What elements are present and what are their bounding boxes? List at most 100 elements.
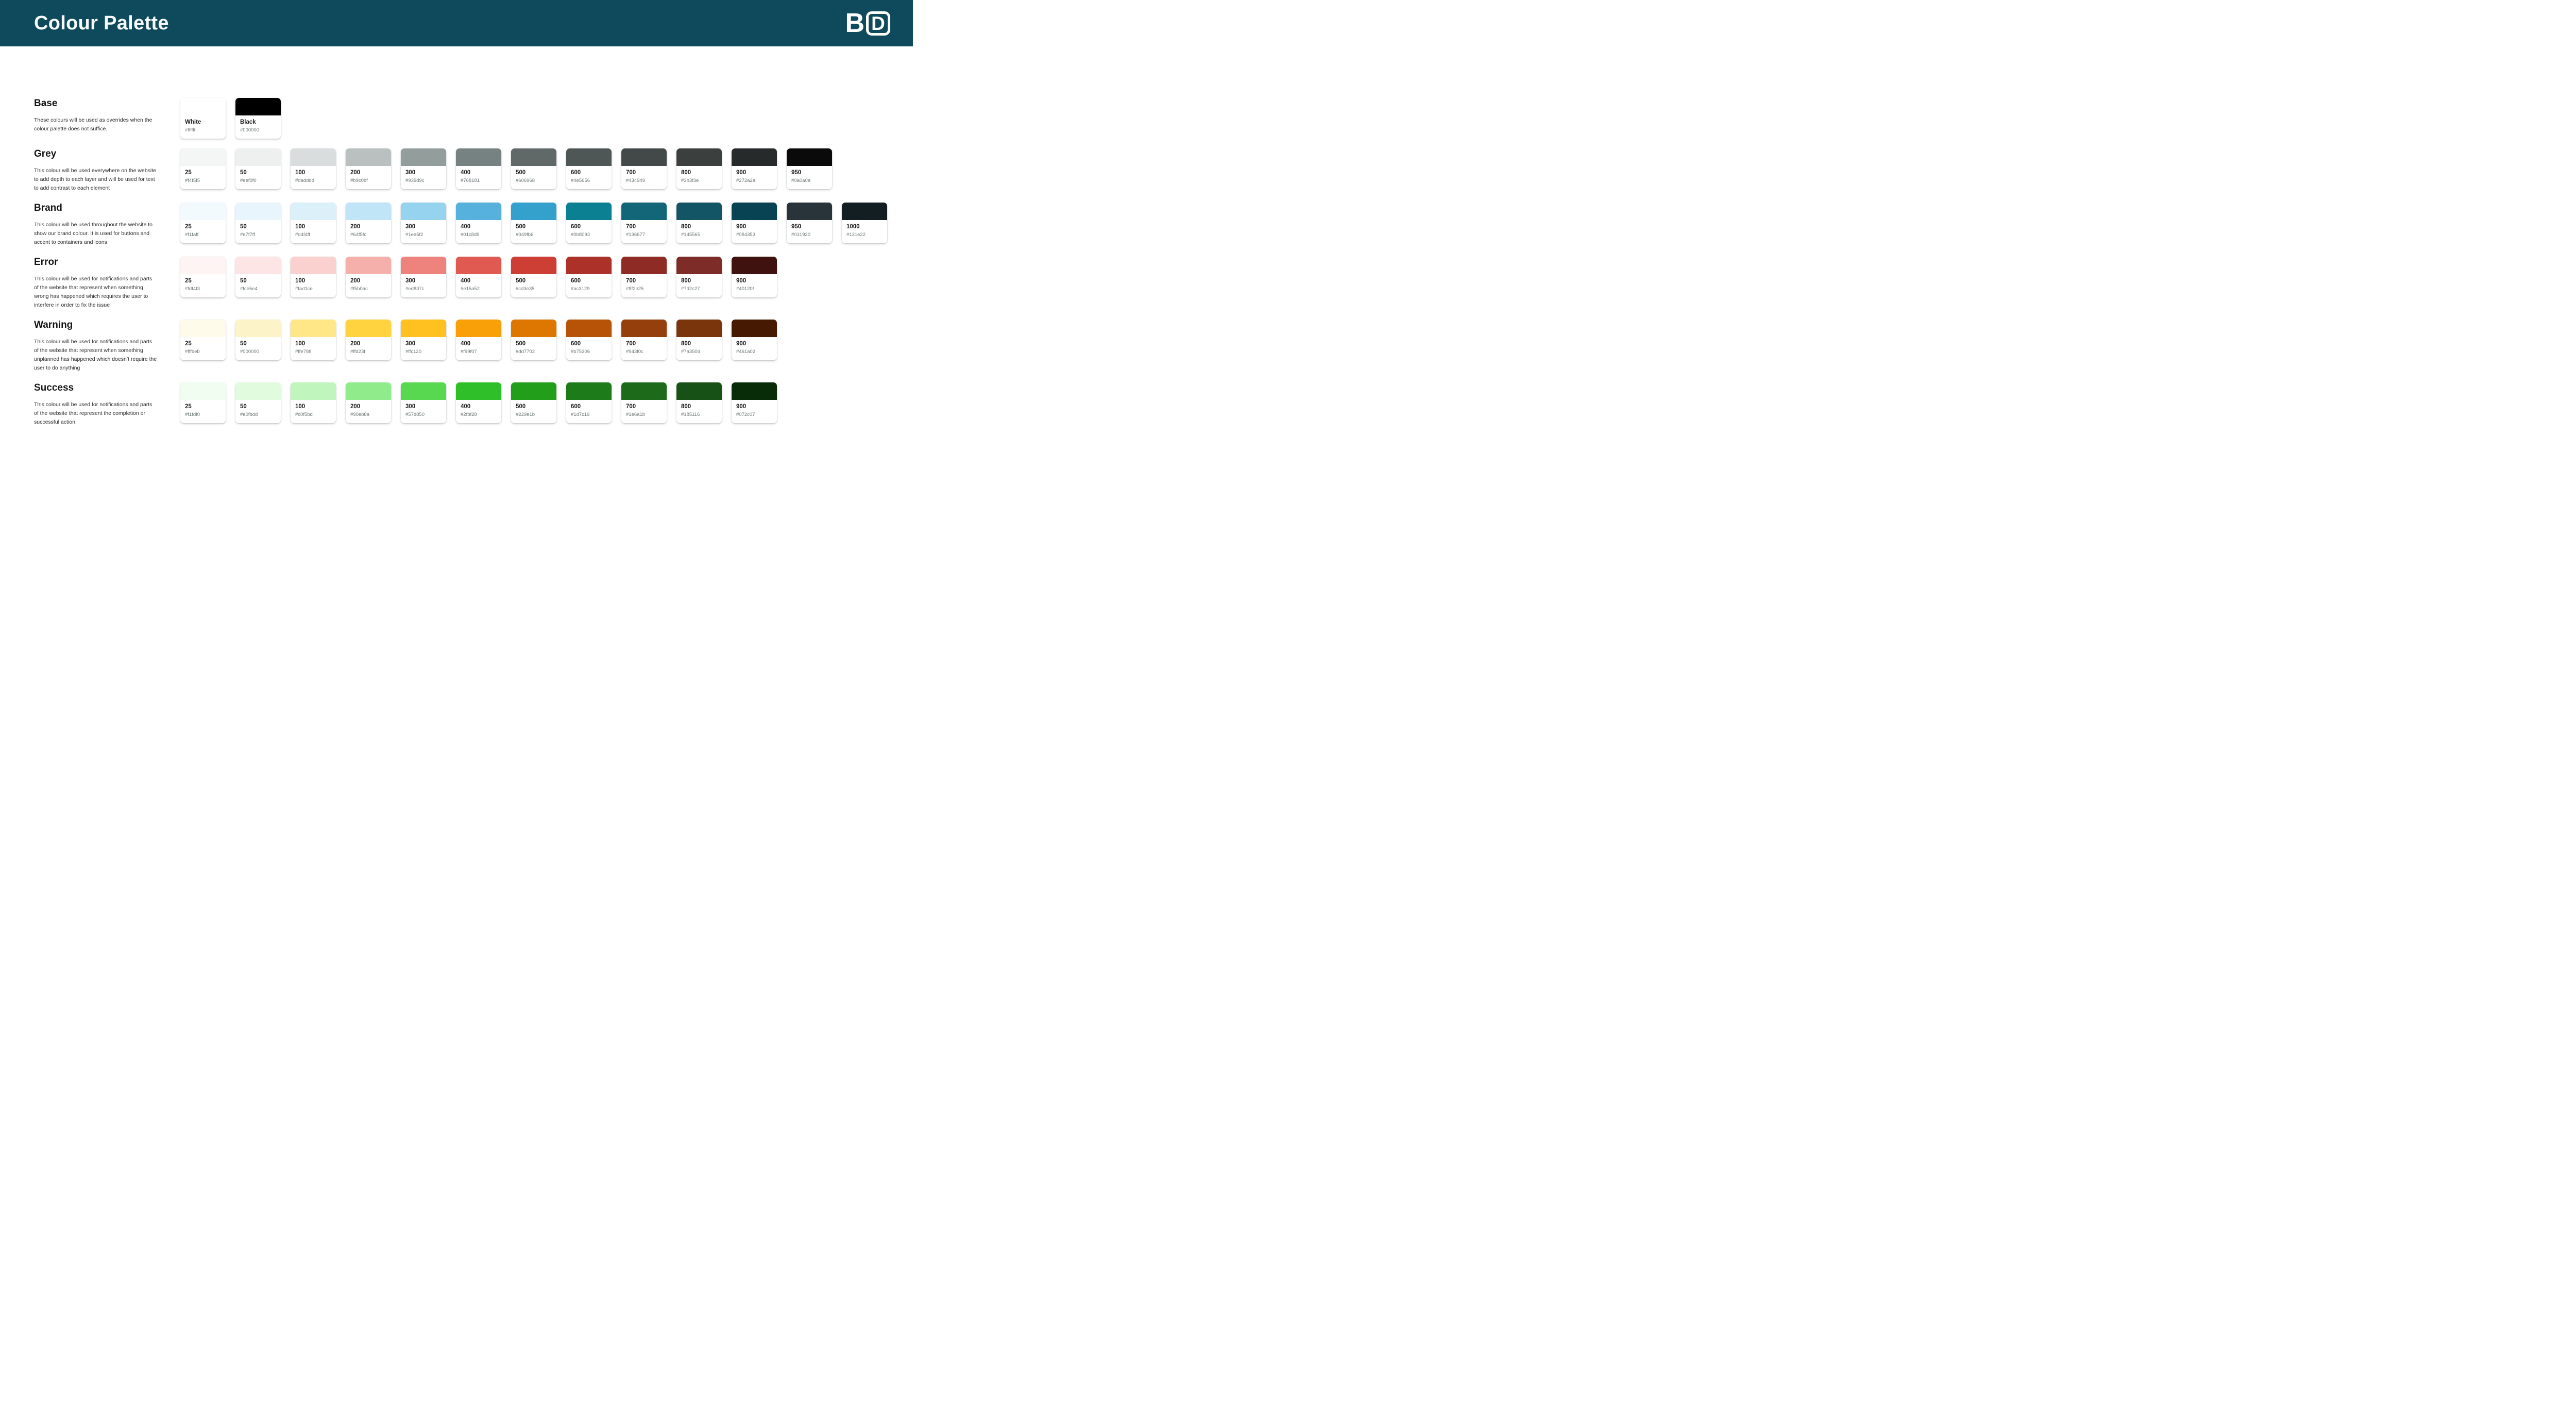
swatch-label: 900 <box>736 341 747 347</box>
swatch-label: 200 <box>350 170 361 176</box>
swatch-color <box>346 382 391 400</box>
swatch-card: 200 #90eb8a <box>346 382 391 423</box>
swatch-card: 800 #3b3f3e <box>676 148 722 189</box>
section-text: Success This colour will be used for not… <box>34 382 180 427</box>
swatch-hex: #eef0f0 <box>240 178 257 183</box>
swatch-color <box>566 257 612 274</box>
swatch-label: 700 <box>626 341 636 347</box>
swatch-meta: 200 #90eb8a <box>346 400 391 423</box>
swatch-card: 400 #768181 <box>456 148 501 189</box>
swatch-color <box>456 257 501 274</box>
section-description: This colour will be used throughout the … <box>34 222 152 245</box>
swatch-meta: 50 #e7f7ff <box>235 220 281 243</box>
swatch-card: 400 #2fbf28 <box>456 382 501 423</box>
swatch-label: 950 <box>791 170 802 176</box>
swatch-hex: #ed837c <box>405 286 425 292</box>
palette-section: Success This colour will be used for not… <box>34 382 913 427</box>
swatch-row: 25 #fffbeb 50 #000000 100 #ffe788 200 #f… <box>180 320 777 360</box>
swatch-hex: #b9c0bf <box>350 178 368 183</box>
swatch-hex: #606968 <box>516 178 535 183</box>
swatch-card: 700 #8f2b25 <box>621 257 667 297</box>
swatch-hex: #ffd23f <box>350 349 365 355</box>
swatch-label: 200 <box>350 341 361 347</box>
swatch-label: 400 <box>461 341 471 347</box>
swatch-hex: #1e6a1b <box>626 412 645 417</box>
swatch-color <box>566 203 612 220</box>
swatch-meta: 200 #64f5fc <box>346 220 391 243</box>
swatch-hex: #64f5fc <box>350 232 367 238</box>
swatch-color <box>732 382 777 400</box>
swatch-hex: #fad1ce <box>295 286 313 292</box>
swatch-color <box>346 320 391 337</box>
swatch-meta: 600 #0b8093 <box>566 220 612 243</box>
swatch-label: 900 <box>736 404 747 410</box>
swatch-meta: 500 #229e1b <box>511 400 556 423</box>
swatch-color <box>180 203 226 220</box>
swatch-label: 500 <box>516 224 526 230</box>
swatch-card: 200 #f5b0ac <box>346 257 391 297</box>
swatch-row: 25 #f1fdf0 50 #e0fbdd 100 #c0f5bd 200 #9… <box>180 382 777 423</box>
swatch-meta: 25 #f1faff <box>180 220 226 243</box>
section-text: Brand This colour will be used throughou… <box>34 203 180 247</box>
swatch-card: 100 #c0f5bd <box>291 382 336 423</box>
swatch-color <box>621 320 667 337</box>
section-description: This colour will be used for notificatio… <box>34 276 152 308</box>
swatch-color <box>291 382 336 400</box>
swatch-color <box>456 203 501 220</box>
swatch-label: 800 <box>681 170 691 176</box>
swatch-label: 200 <box>350 224 361 230</box>
swatch-hex: #7a350d <box>681 349 700 355</box>
swatch-card: 400 #01c8d9 <box>456 203 501 243</box>
swatch-color <box>511 320 556 337</box>
section-title: Brand <box>34 203 62 213</box>
swatch-hex: #7d2c27 <box>681 286 700 292</box>
swatch-hex: #939d9c <box>405 178 425 183</box>
swatch-hex: #d4f4ff <box>295 232 310 238</box>
swatch-color <box>621 148 667 166</box>
swatch-hex: #f5b0ac <box>350 286 368 292</box>
swatch-meta: 200 #ffd23f <box>346 337 391 360</box>
swatch-label: 600 <box>571 170 581 176</box>
swatch-card: 200 #b9c0bf <box>346 148 391 189</box>
swatch-label: 700 <box>626 404 636 410</box>
swatch-color <box>676 382 722 400</box>
swatch-hex: #e15a52 <box>461 286 480 292</box>
swatch-meta: 200 #f5b0ac <box>346 274 391 297</box>
swatch-meta: 400 #2fbf28 <box>456 400 501 423</box>
swatch-card: 600 #ac3129 <box>566 257 612 297</box>
section-description: This colour will be used for notificatio… <box>34 401 152 425</box>
swatch-card: 700 #943f0c <box>621 320 667 360</box>
section-description: This colour will be used for notificatio… <box>34 339 157 371</box>
swatch-card: 50 #fce5e4 <box>235 257 281 297</box>
swatch-hex: #131e22 <box>846 232 866 238</box>
swatch-label: 900 <box>736 224 747 230</box>
swatch-hex: #fffbeb <box>185 349 200 355</box>
swatch-card: 50 #e0fbdd <box>235 382 281 423</box>
swatch-color <box>291 320 336 337</box>
swatch-label: 800 <box>681 341 691 347</box>
swatch-label: 700 <box>626 170 636 176</box>
swatch-label: 700 <box>626 224 636 230</box>
swatch-hex: #ffe788 <box>295 349 312 355</box>
swatch-color <box>180 257 226 274</box>
swatch-card: 600 #1d7c19 <box>566 382 612 423</box>
swatch-color <box>401 382 446 400</box>
swatch-color <box>621 382 667 400</box>
swatch-hex: #dd7702 <box>516 349 535 355</box>
swatch-color <box>787 203 832 220</box>
swatch-meta: 800 #145565 <box>676 220 722 243</box>
swatch-label: 700 <box>626 278 636 284</box>
section-title: Success <box>34 382 74 393</box>
swatch-label: 800 <box>681 404 691 410</box>
swatch-label: 25 <box>185 224 192 230</box>
logo-letter-d-box: D <box>866 11 890 36</box>
swatch-card: 500 #cd3e35 <box>511 257 556 297</box>
swatch-meta: 700 #943f0c <box>621 337 667 360</box>
swatch-hex: #229e1b <box>516 412 535 417</box>
swatch-color <box>676 257 722 274</box>
swatch-color <box>401 203 446 220</box>
swatch-meta: 900 #40120f <box>732 274 777 297</box>
swatch-color <box>456 148 501 166</box>
swatch-card: White #ffffff <box>180 98 226 139</box>
palette-section: Brand This colour will be used throughou… <box>34 203 913 247</box>
